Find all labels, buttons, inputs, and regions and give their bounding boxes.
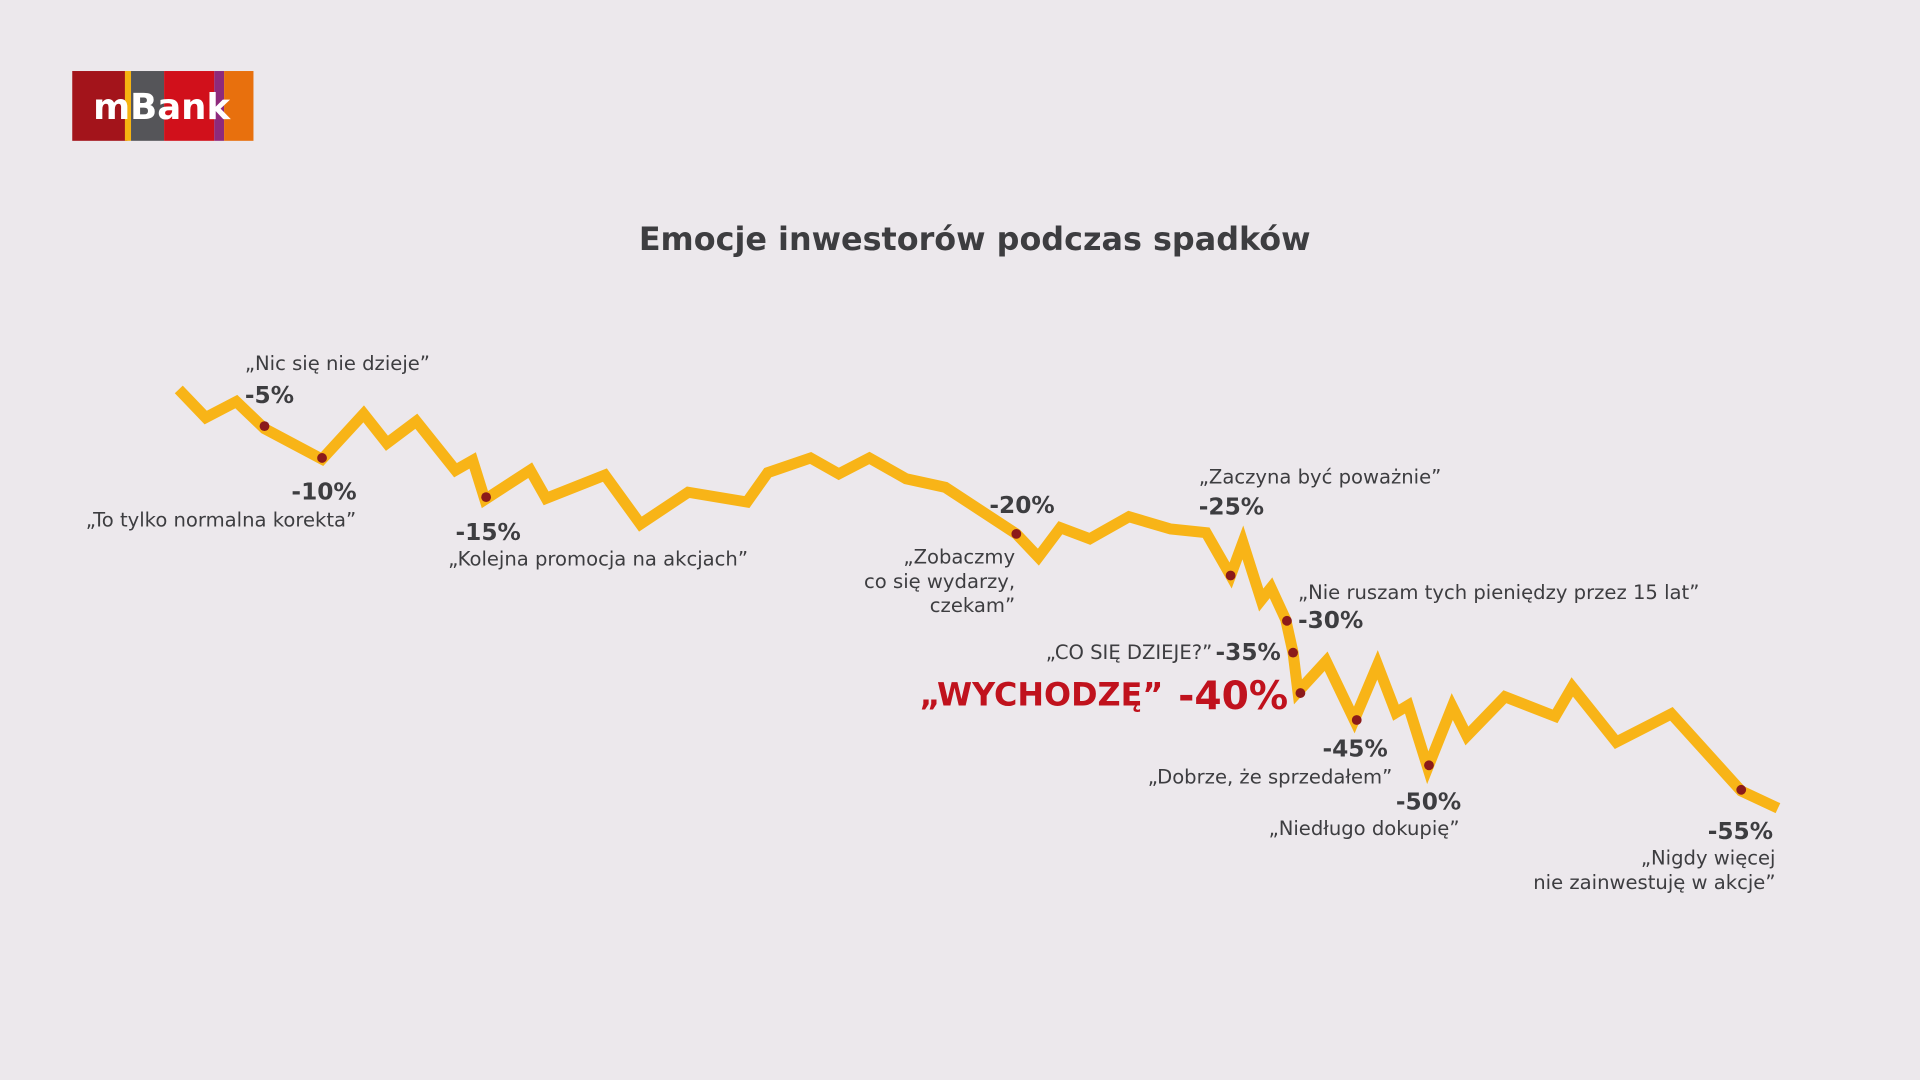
logo-stripe xyxy=(164,71,215,141)
logo-stripe xyxy=(214,71,225,141)
quote-label: „Nie ruszam tych pieniędzy przez 15 lat” xyxy=(1298,581,1699,604)
logo-stripe xyxy=(224,71,254,141)
quote-label: „Zobaczmy xyxy=(903,545,1015,568)
point-marker xyxy=(1295,688,1306,698)
annotations: -5% „Nic się nie dzieje” -10% „To tylko nor… xyxy=(86,352,1776,894)
quote-label: „Niedługo dokupię” xyxy=(1269,817,1460,840)
quote-label: „Nic się nie dzieje” xyxy=(245,352,430,375)
percent-label: -20% xyxy=(989,492,1054,519)
chart-title: Emocje inwestorów podczas spadków xyxy=(639,220,1311,258)
quote-label: „Nigdy więcej xyxy=(1641,846,1776,869)
point-marker xyxy=(1288,647,1298,658)
point-marker xyxy=(1351,715,1362,725)
quote-label: czekam” xyxy=(930,594,1015,617)
percent-label: -55% xyxy=(1708,818,1773,845)
logo-stripe xyxy=(131,71,165,141)
percent-label: -45% xyxy=(1322,736,1387,763)
quote-label: „CO SIĘ DZIEJE?” xyxy=(1046,641,1212,664)
percent-label: -10% xyxy=(291,479,356,506)
point-marker xyxy=(481,492,492,503)
quote-label: „Dobrze, że sprzedałem” xyxy=(1148,766,1393,789)
quote-label: „Zaczyna być poważnie” xyxy=(1199,466,1442,489)
point-marker xyxy=(1282,615,1292,626)
decline-line xyxy=(174,385,1781,814)
logo-stripe xyxy=(72,71,128,141)
quote-label: co się wydarzy, xyxy=(864,570,1015,593)
percent-label: -25% xyxy=(1199,493,1264,520)
logo: mBank xyxy=(72,71,254,141)
logo-stripe xyxy=(124,71,132,141)
percent-label: -5% xyxy=(245,382,294,409)
point-marker xyxy=(1736,784,1747,795)
logo-text: mBank xyxy=(93,87,231,128)
point-marker xyxy=(1424,760,1434,771)
percent-label: -35% xyxy=(1216,639,1281,666)
quote-label: nie zainwestuję w akcje” xyxy=(1533,871,1775,894)
quote-label: „Kolejna promocja na akcjach” xyxy=(448,548,748,571)
point-marker xyxy=(317,453,327,463)
percent-label: -40% xyxy=(1178,674,1288,719)
point-marker xyxy=(1011,528,1022,539)
percent-label: -15% xyxy=(456,519,521,546)
percent-label: -50% xyxy=(1396,788,1461,815)
quote-label: „WYCHODZĘ” xyxy=(919,675,1163,713)
quote-label: „To tylko normalna korekta” xyxy=(86,509,356,532)
percent-label: -30% xyxy=(1298,607,1363,634)
point-marker xyxy=(1225,570,1236,581)
point-marker xyxy=(259,421,270,432)
